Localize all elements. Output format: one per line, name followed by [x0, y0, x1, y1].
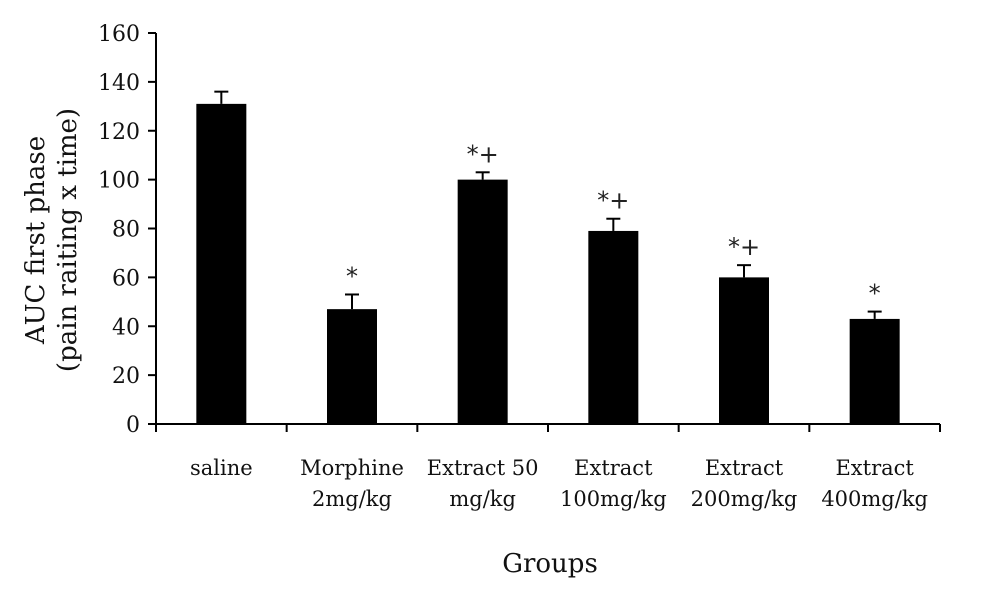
- category-labels: saline Morphine 2mg/kg Extract 50 mg/kg Extra…: [190, 456, 928, 511]
- bars: [196, 103, 900, 425]
- y-axis: 0 20 40 60 80 100 120 140 160: [98, 22, 157, 438]
- y-tick-label: 0: [126, 413, 140, 438]
- bar: [327, 309, 377, 424]
- x-axis: [155, 423, 941, 432]
- category-label: Extract 50: [427, 456, 539, 480]
- bar: [588, 230, 639, 424]
- significance-marker: *+: [467, 140, 499, 168]
- category-label: Extract: [574, 456, 653, 480]
- category-label: Morphine: [300, 456, 404, 480]
- y-axis-title: AUC first phase (pain raiting x time): [21, 108, 83, 372]
- error-bars: [214, 90, 882, 319]
- bar: [196, 103, 247, 425]
- significance-marker: *+: [597, 187, 629, 215]
- category-label: 400mg/kg: [821, 487, 928, 511]
- category-label: saline: [190, 456, 253, 480]
- y-tick-label: 140: [98, 71, 140, 96]
- bar: [719, 277, 769, 424]
- x-axis-title: Groups: [502, 549, 598, 579]
- category-label: 200mg/kg: [691, 487, 798, 511]
- y-tick-label: 120: [98, 120, 140, 145]
- bar: [849, 318, 900, 424]
- y-tick-label: 40: [112, 315, 140, 340]
- bar: [457, 179, 508, 424]
- significance-marker: *: [869, 280, 881, 308]
- category-label: Extract: [835, 456, 914, 480]
- y-tick-label: 100: [98, 169, 140, 194]
- category-label: 2mg/kg: [312, 487, 392, 511]
- y-axis-title-line-2: (pain raiting x time): [53, 108, 83, 372]
- y-tick-label: 80: [112, 218, 140, 243]
- category-label: Extract: [705, 456, 784, 480]
- y-tick-label: 160: [98, 22, 140, 47]
- significance-marker: *+: [728, 233, 760, 261]
- significance-markers: * *+ *+ *+ *: [346, 140, 881, 307]
- significance-marker: *: [346, 262, 358, 290]
- y-tick-label: 20: [112, 364, 140, 389]
- category-label: mg/kg: [449, 487, 516, 511]
- y-tick-label: 60: [112, 266, 140, 291]
- category-label: 100mg/kg: [560, 487, 667, 511]
- y-axis-title-line-1: AUC first phase: [21, 136, 51, 345]
